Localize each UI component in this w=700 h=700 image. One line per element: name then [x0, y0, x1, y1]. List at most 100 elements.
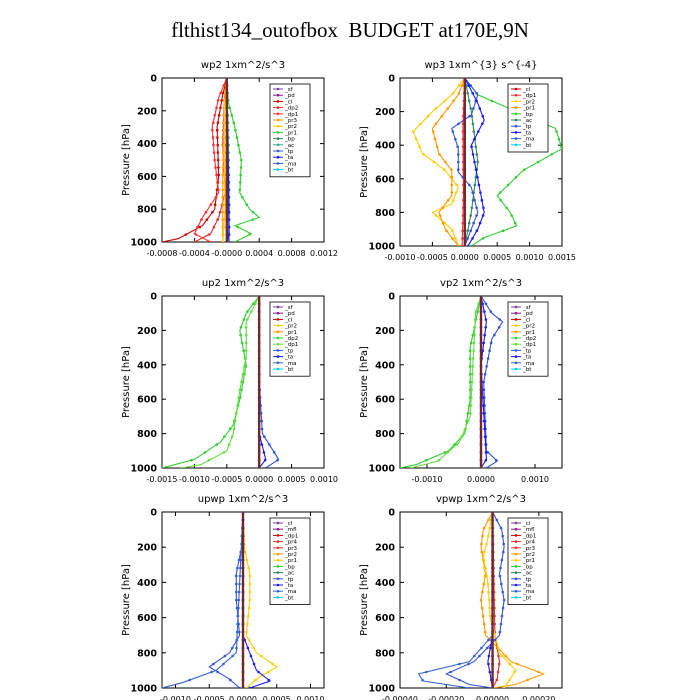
legend-marker	[514, 349, 518, 352]
series-point	[216, 670, 219, 674]
series-point	[484, 326, 488, 329]
legend-marker	[514, 361, 518, 365]
legend-marker	[514, 342, 518, 346]
series-point	[502, 550, 505, 554]
series-point	[252, 662, 256, 666]
series-point	[481, 114, 485, 118]
series-point	[481, 122, 484, 126]
series-point	[232, 427, 236, 431]
series-point	[235, 412, 238, 415]
series-point	[499, 198, 503, 202]
legend-marker	[514, 521, 518, 525]
series-point	[267, 678, 271, 682]
legend-marker	[514, 596, 518, 599]
series-point	[235, 630, 239, 634]
series-point	[213, 114, 217, 117]
y-axis-label: Pressure [hPa]	[359, 564, 370, 636]
series-point	[499, 526, 503, 530]
series-point	[526, 678, 529, 682]
series-point	[472, 349, 475, 353]
series-point	[246, 310, 249, 313]
legend-marker	[276, 552, 280, 556]
series-point	[214, 166, 217, 169]
chart-panel: 0 200 400 600 800 1000-0.00040 -0.00020 0.00000…	[359, 494, 563, 700]
series-point	[227, 218, 231, 221]
legend-marker	[514, 143, 518, 147]
series-point	[484, 458, 488, 462]
series-point	[223, 158, 226, 162]
series-point	[560, 145, 562, 148]
y-tick-label: 200	[137, 326, 157, 337]
legend-marker	[514, 100, 518, 103]
legend-marker	[276, 311, 280, 315]
legend-label: _sf	[284, 305, 294, 311]
series-point	[478, 221, 482, 225]
series-point	[471, 357, 475, 360]
series-point	[418, 145, 421, 148]
legend-box	[507, 301, 549, 377]
series-point	[188, 678, 191, 682]
legend-marker	[514, 336, 518, 340]
series-point	[484, 302, 488, 306]
series-point	[502, 542, 506, 546]
series-point	[241, 196, 244, 199]
series-point	[475, 214, 478, 217]
legend-marker	[276, 558, 280, 562]
series-point	[500, 614, 504, 618]
series-point	[486, 357, 490, 360]
legend-label: _sf	[522, 305, 532, 311]
series-point	[506, 183, 510, 187]
x-tick-label: 0.0000	[245, 475, 273, 484]
series-point	[493, 638, 497, 642]
series-point	[473, 160, 476, 164]
series-point	[461, 237, 464, 240]
series-point	[485, 466, 488, 468]
legend-label: _ac	[284, 143, 294, 149]
series-point	[229, 678, 232, 682]
series-point	[421, 678, 424, 682]
series-point	[490, 99, 494, 103]
series-point	[414, 137, 418, 141]
legend-label: _ta	[522, 130, 531, 136]
series-point	[498, 574, 502, 578]
series-point	[500, 558, 504, 562]
legend-label: _bt	[284, 595, 294, 601]
legend-label: _ma	[284, 361, 296, 367]
legend-label: _dp2	[284, 336, 298, 342]
y-tick-label: 1000	[131, 238, 158, 249]
series-point	[466, 229, 470, 232]
series-point	[229, 427, 232, 431]
series-point	[508, 678, 511, 682]
legend-label: _ma	[522, 361, 534, 367]
series-line	[464, 78, 479, 246]
series-point	[238, 630, 241, 634]
series-point	[460, 435, 464, 439]
series-point	[236, 614, 240, 618]
series-point	[505, 206, 508, 210]
y-tick-label: 0	[388, 292, 395, 303]
legend-label: _cl	[522, 317, 531, 323]
series-point	[236, 225, 240, 229]
series-point	[479, 598, 483, 602]
plot-area	[400, 296, 504, 468]
series-point	[228, 106, 232, 110]
legend-label: _pr3	[284, 118, 298, 124]
series-point	[483, 310, 486, 313]
legend-marker	[514, 589, 518, 593]
series-point	[234, 128, 237, 132]
series-point	[237, 396, 240, 399]
legend-label: _ma	[284, 161, 296, 167]
series-point	[476, 176, 479, 179]
series-point	[215, 173, 218, 177]
series-point	[474, 310, 478, 313]
legend-label: _tp	[522, 124, 532, 130]
series-point	[207, 233, 211, 236]
series-point	[221, 173, 225, 177]
series-point	[276, 458, 279, 462]
legend-marker	[276, 565, 280, 568]
series-point	[214, 196, 218, 199]
series-point	[252, 646, 255, 650]
series-point	[223, 99, 226, 102]
series-point	[477, 183, 481, 187]
